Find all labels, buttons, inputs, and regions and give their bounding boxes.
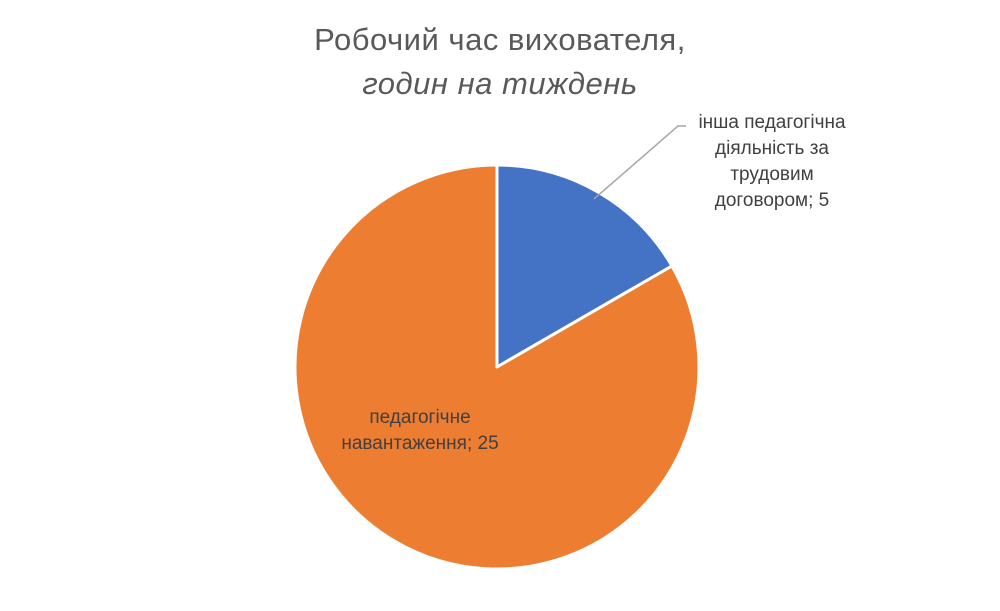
- chart-title-main: Робочий час вихователя,: [314, 22, 686, 57]
- data-label-other-activity: інша педагогічна діяльність за трудовим …: [698, 112, 846, 211]
- chart-subtitle: годин на тиждень: [362, 66, 638, 101]
- pie-slice-teaching-load: [293, 163, 701, 571]
- leader-line: [593, 125, 686, 200]
- pie-slice-other-activity: [495, 163, 674, 369]
- chart-title: Робочий час вихователя, годин на тиждень: [0, 18, 1000, 106]
- data-label-teaching-load: педагогічне навантаження; 25: [341, 407, 499, 454]
